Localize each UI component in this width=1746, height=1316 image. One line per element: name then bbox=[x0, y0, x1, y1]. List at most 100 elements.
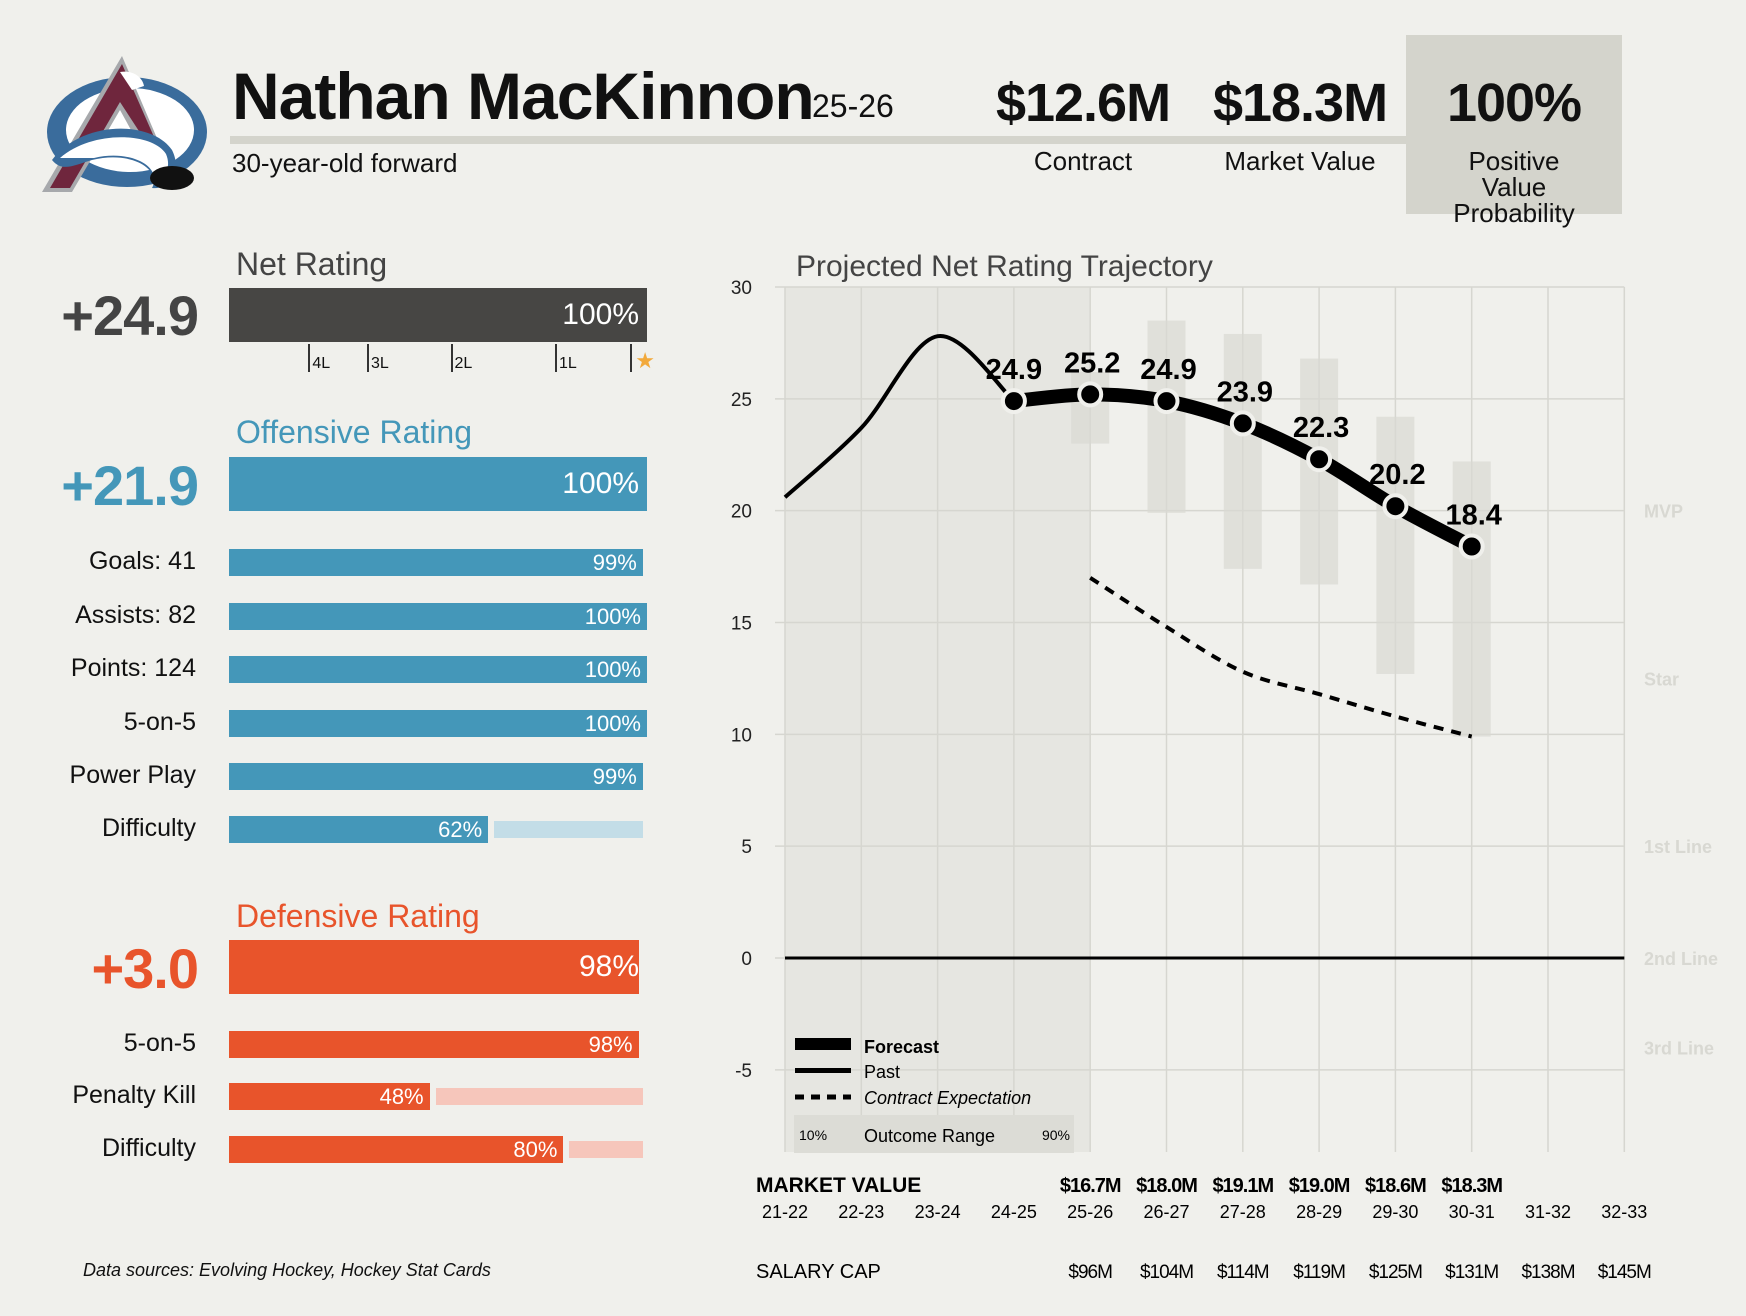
defense-metric-label: 5-on-5 bbox=[123, 1029, 196, 1057]
offense-metric-percentile: 62% bbox=[438, 817, 483, 842]
offense-metric-bar: 100% bbox=[229, 710, 647, 737]
defense-metric-percentile: 98% bbox=[588, 1032, 633, 1057]
forecast-point bbox=[1077, 381, 1104, 408]
x-tick-label: 29-30 bbox=[1372, 1202, 1418, 1222]
defense-metric-percentile: 80% bbox=[513, 1137, 558, 1162]
market-value-cell: $19.1M bbox=[1212, 1175, 1273, 1197]
header-divider bbox=[230, 136, 1408, 144]
y-tick-label: 25 bbox=[731, 390, 752, 411]
x-tick-label: 24-25 bbox=[991, 1202, 1037, 1222]
offense-metric-bar: 100% bbox=[229, 603, 647, 630]
defense-metric-bar-remainder bbox=[569, 1141, 643, 1158]
offensive-rating-bar-fill bbox=[229, 457, 647, 511]
defense-metric-bar: 80% bbox=[229, 1136, 647, 1163]
tier-label: MVP bbox=[1644, 502, 1683, 522]
offensive-rating-bar: 100% bbox=[229, 457, 647, 511]
legend-range-high: 90% bbox=[1042, 1127, 1070, 1143]
x-tick-label: 21-22 bbox=[762, 1202, 808, 1222]
offense-metric-label: 5-on-5 bbox=[123, 708, 196, 736]
net-rating-title: Net Rating bbox=[236, 246, 388, 282]
offense-metric-bar: 62% bbox=[229, 816, 647, 843]
x-tick-label: 23-24 bbox=[915, 1202, 961, 1222]
salary-cap-cell: $145M bbox=[1598, 1262, 1651, 1283]
x-tick-label: 27-28 bbox=[1220, 1202, 1266, 1222]
offensive-rating-value: +21.9 bbox=[61, 454, 199, 517]
contract-value: $12.6M bbox=[995, 73, 1171, 133]
defense-metric-label: Penalty Kill bbox=[72, 1081, 196, 1109]
forecast-value-label: 18.4 bbox=[1445, 499, 1501, 531]
legend-outcome-range-swatch bbox=[794, 1115, 1074, 1153]
offense-metric-row: 5-on-5 100% bbox=[0, 708, 660, 738]
y-tick-label: 10 bbox=[731, 725, 752, 746]
y-tick-label: 5 bbox=[741, 837, 752, 858]
market-value-cell: $16.7M bbox=[1060, 1175, 1121, 1197]
net-rating-bar-fill bbox=[229, 288, 647, 342]
tier-label: Star bbox=[1644, 669, 1679, 689]
tier-tick bbox=[555, 344, 558, 372]
contract-expectation-line bbox=[1089, 576, 1473, 739]
x-tick-label: 31-32 bbox=[1525, 1202, 1571, 1222]
market-value: $18.3M bbox=[1212, 73, 1388, 133]
y-tick-label: 30 bbox=[731, 278, 752, 299]
tier-tick-label: 2L bbox=[454, 355, 473, 372]
legend-range-low: 10% bbox=[799, 1127, 827, 1143]
x-tick-label: 22-23 bbox=[838, 1202, 884, 1222]
tier-tick-label: 3L bbox=[370, 355, 389, 372]
offense-metric-row: Goals: 41 99% bbox=[0, 547, 660, 577]
y-tick-label: 20 bbox=[731, 502, 752, 523]
salary-cap-row-label: SALARY CAP bbox=[756, 1261, 881, 1283]
market-value-cell: $18.0M bbox=[1136, 1175, 1197, 1197]
market-value-label: Market Value bbox=[1224, 146, 1376, 176]
tier-tick bbox=[308, 344, 311, 372]
tier-tick bbox=[630, 344, 633, 372]
offense-metric-row: Points: 124 100% bbox=[0, 654, 660, 684]
legend-forecast-swatch bbox=[795, 1038, 851, 1050]
tier-label: 1st Line bbox=[1644, 837, 1712, 857]
x-tick-label: 30-31 bbox=[1449, 1202, 1495, 1222]
offensive-rating-title: Offensive Rating bbox=[236, 414, 472, 450]
defensive-rating-bar-fill bbox=[229, 940, 639, 994]
defense-metric-row: Penalty Kill 48% bbox=[0, 1081, 660, 1111]
offense-metric-percentile: 99% bbox=[592, 550, 637, 575]
chart-title: Projected Net Rating Trajectory bbox=[796, 250, 1213, 283]
offense-metric-percentile: 99% bbox=[592, 764, 637, 789]
forecast-point bbox=[1000, 388, 1027, 415]
outcome-range-bar bbox=[1147, 320, 1186, 513]
forecast-point bbox=[1306, 446, 1333, 473]
forecast-point bbox=[1153, 388, 1180, 415]
legend-past-swatch bbox=[795, 1068, 851, 1073]
offense-metric-label: Difficulty bbox=[101, 814, 196, 842]
defense-metric-row: 5-on-5 98% bbox=[0, 1029, 660, 1059]
player-name: Nathan MacKinnon bbox=[232, 59, 815, 133]
forecast-value-label: 20.2 bbox=[1369, 459, 1425, 491]
offense-metric-label: Goals: 41 bbox=[88, 547, 196, 575]
x-tick-label: 28-29 bbox=[1296, 1202, 1342, 1222]
offense-metric-row: Assists: 82 100% bbox=[0, 601, 660, 631]
offense-metric-percentile: 100% bbox=[584, 657, 641, 682]
net-rating-bar: 100% bbox=[229, 288, 647, 342]
chart-legend: Forecast Past Contract Expectation 10% Outco… bbox=[794, 1037, 1074, 1153]
net-rating-percentile: 100% bbox=[562, 298, 639, 331]
defensive-rating-percentile: 98% bbox=[578, 950, 639, 983]
offense-metric-bar-fill: 62% bbox=[229, 816, 489, 843]
tier-tick-label: 4L bbox=[312, 355, 331, 372]
tier-label: 2nd Line bbox=[1644, 949, 1718, 969]
y-tick-label: -5 bbox=[735, 1061, 752, 1082]
outcome-range-bar bbox=[1223, 333, 1262, 569]
tier-tick-label: 1L bbox=[559, 355, 577, 372]
player-subtitle: 30-year-old forward bbox=[232, 148, 458, 178]
outcome-range-bar bbox=[1376, 416, 1415, 674]
net-rating-value: +24.9 bbox=[61, 284, 199, 347]
market-value-cell: $18.3M bbox=[1441, 1175, 1502, 1197]
salary-cap-cell: $96M bbox=[1068, 1262, 1112, 1283]
x-tick-label: 25-26 bbox=[1067, 1202, 1113, 1222]
salary-cap-cell: $131M bbox=[1445, 1262, 1498, 1283]
defense-metric-bar-fill: 80% bbox=[229, 1136, 564, 1163]
forecast-point bbox=[1382, 493, 1409, 520]
salary-cap-cell: $138M bbox=[1521, 1262, 1574, 1283]
market-value-cell: $19.0M bbox=[1289, 1175, 1350, 1197]
offense-metric-bar: 99% bbox=[229, 549, 647, 576]
forecast-point bbox=[1458, 533, 1485, 560]
positive-value-box bbox=[1406, 35, 1622, 214]
